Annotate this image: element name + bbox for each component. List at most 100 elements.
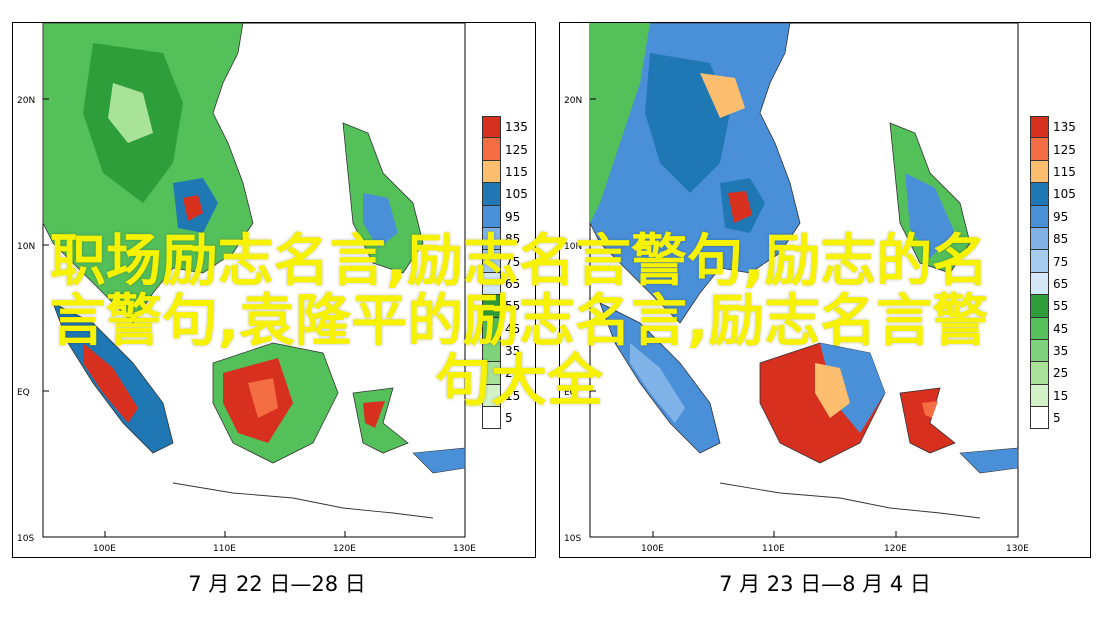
land-java: [172, 482, 434, 519]
legend-label: 65: [505, 276, 521, 291]
land-new-guinea: [412, 447, 466, 474]
legend-label: 85: [1053, 232, 1069, 247]
legend-row: 55: [1030, 295, 1084, 318]
lon-label: 130E: [453, 544, 476, 554]
legend-swatch: [482, 272, 501, 296]
legend-swatch: [1030, 362, 1049, 385]
lon-label: 110E: [762, 544, 785, 554]
legend-swatch: [1030, 138, 1049, 161]
land-borneo-orange: [815, 363, 850, 418]
legend-label: 75: [1053, 254, 1069, 269]
legend-swatch: [482, 339, 501, 363]
legend-label: 25: [505, 366, 521, 381]
legend-row: 5: [482, 407, 536, 430]
land-sulawesi-light: [922, 401, 938, 418]
legend-swatch: [482, 384, 501, 408]
overlay-line: 言警句,袁隆平的励志名言,励志名言警: [49, 289, 989, 354]
legend-row: 65: [1030, 272, 1084, 296]
map-panel-left: 20N 10N EQ 10S 100E 110E 120E 130E 135 1…: [12, 22, 536, 558]
land-indochina-light: [700, 73, 745, 118]
legend-label: 105: [505, 187, 528, 202]
color-legend-right: 135 125 115 105 95 85 75 65 55 45 35 25 …: [1030, 116, 1084, 430]
legend-label: 35: [1053, 344, 1069, 359]
lat-label: 10S: [17, 534, 34, 544]
lat-label: 10N: [564, 242, 582, 252]
legend-swatch: [1030, 250, 1049, 273]
legend-swatch: [482, 407, 501, 430]
legend-swatch: [482, 362, 501, 385]
legend-row: 65: [482, 272, 536, 296]
legend-row: 95: [482, 205, 536, 228]
map-panel-right: 20N 10N EQ 10S 100E 110E 120E 130E 135 1…: [559, 22, 1091, 558]
legend-label: 75: [505, 254, 521, 269]
lon-label: 100E: [93, 544, 116, 554]
legend-label: 15: [1053, 388, 1069, 403]
legend-label: 45: [505, 321, 521, 336]
legend-row: 125: [1030, 138, 1084, 161]
land-java: [719, 482, 981, 519]
legend-label: 5: [1053, 411, 1061, 426]
legend-row: 75: [482, 250, 536, 273]
legend-row: 25: [1030, 362, 1084, 385]
legend-swatch: [1030, 116, 1049, 139]
hotspot-cambodia-core: [728, 191, 752, 223]
legend-swatch: [1030, 384, 1049, 408]
legend-row: 35: [1030, 339, 1084, 363]
legend-row: 135: [482, 116, 536, 139]
legend-row: 135: [1030, 116, 1084, 139]
legend-swatch: [1030, 272, 1049, 296]
legend-swatch: [1030, 205, 1049, 228]
lon-label: 130E: [1006, 544, 1029, 554]
legend-row: 125: [482, 138, 536, 161]
legend-label: 45: [1053, 321, 1069, 336]
land-sulawesi-red: [363, 401, 385, 428]
legend-swatch: [1030, 339, 1049, 363]
legend-row: 45: [1030, 317, 1084, 340]
legend-swatch: [482, 227, 501, 251]
color-legend-left: 135 125 115 105 95 85 75 65 55 45 35 25 …: [482, 116, 536, 430]
legend-label: 115: [505, 164, 528, 179]
land-indochina-light: [108, 83, 153, 143]
land-new-guinea: [959, 447, 1019, 474]
legend-swatch: [482, 116, 501, 139]
lat-label: EQ: [17, 388, 30, 398]
lat-label: 10N: [17, 242, 35, 252]
legend-row: 5: [1030, 407, 1084, 430]
lon-label: 120E: [333, 544, 356, 554]
legend-row: 85: [1030, 227, 1084, 251]
legend-label: 5: [505, 411, 513, 426]
legend-row: 15: [482, 384, 536, 408]
legend-swatch: [482, 138, 501, 161]
legend-label: 135: [505, 120, 528, 135]
hotspot-cambodia-core: [183, 195, 203, 221]
lon-ticks: [104, 531, 466, 537]
legend-swatch: [1030, 183, 1049, 206]
legend-label: 35: [505, 344, 521, 359]
overlay-text: 职场励志名言,励志名言警句,励志的名 言警句,袁隆平的励志名言,励志名言警 句大…: [14, 232, 1024, 412]
legend-label: 135: [1053, 120, 1076, 135]
legend-label: 95: [1053, 209, 1069, 224]
lon-ticks: [652, 531, 1019, 537]
overlay-line: 职场励志名言,励志名言警句,励志的名: [49, 229, 989, 294]
land-philippines-blue: [905, 173, 955, 258]
legend-label: 125: [1053, 142, 1076, 157]
map-left: 20N 10N EQ 10S 100E 110E 120E 130E: [17, 23, 476, 554]
lat-label: 20N: [17, 96, 35, 106]
legend-row: 45: [482, 317, 536, 340]
legend-swatch: [482, 295, 501, 318]
legend-swatch: [1030, 295, 1049, 318]
legend-row: 85: [482, 227, 536, 251]
legend-swatch: [482, 250, 501, 273]
legend-label: 55: [505, 299, 521, 314]
legend-swatch: [1030, 227, 1049, 251]
legend-label: 65: [1053, 276, 1069, 291]
legend-swatch: [482, 205, 501, 228]
legend-label: 25: [1053, 366, 1069, 381]
legend-swatch: [1030, 407, 1049, 430]
legend-label: 95: [505, 209, 521, 224]
lat-ticks: [43, 98, 49, 538]
land-borneo-orange: [248, 378, 278, 418]
land-sumatra-light: [630, 343, 685, 423]
legend-swatch: [1030, 317, 1049, 340]
lat-ticks: [590, 98, 596, 538]
